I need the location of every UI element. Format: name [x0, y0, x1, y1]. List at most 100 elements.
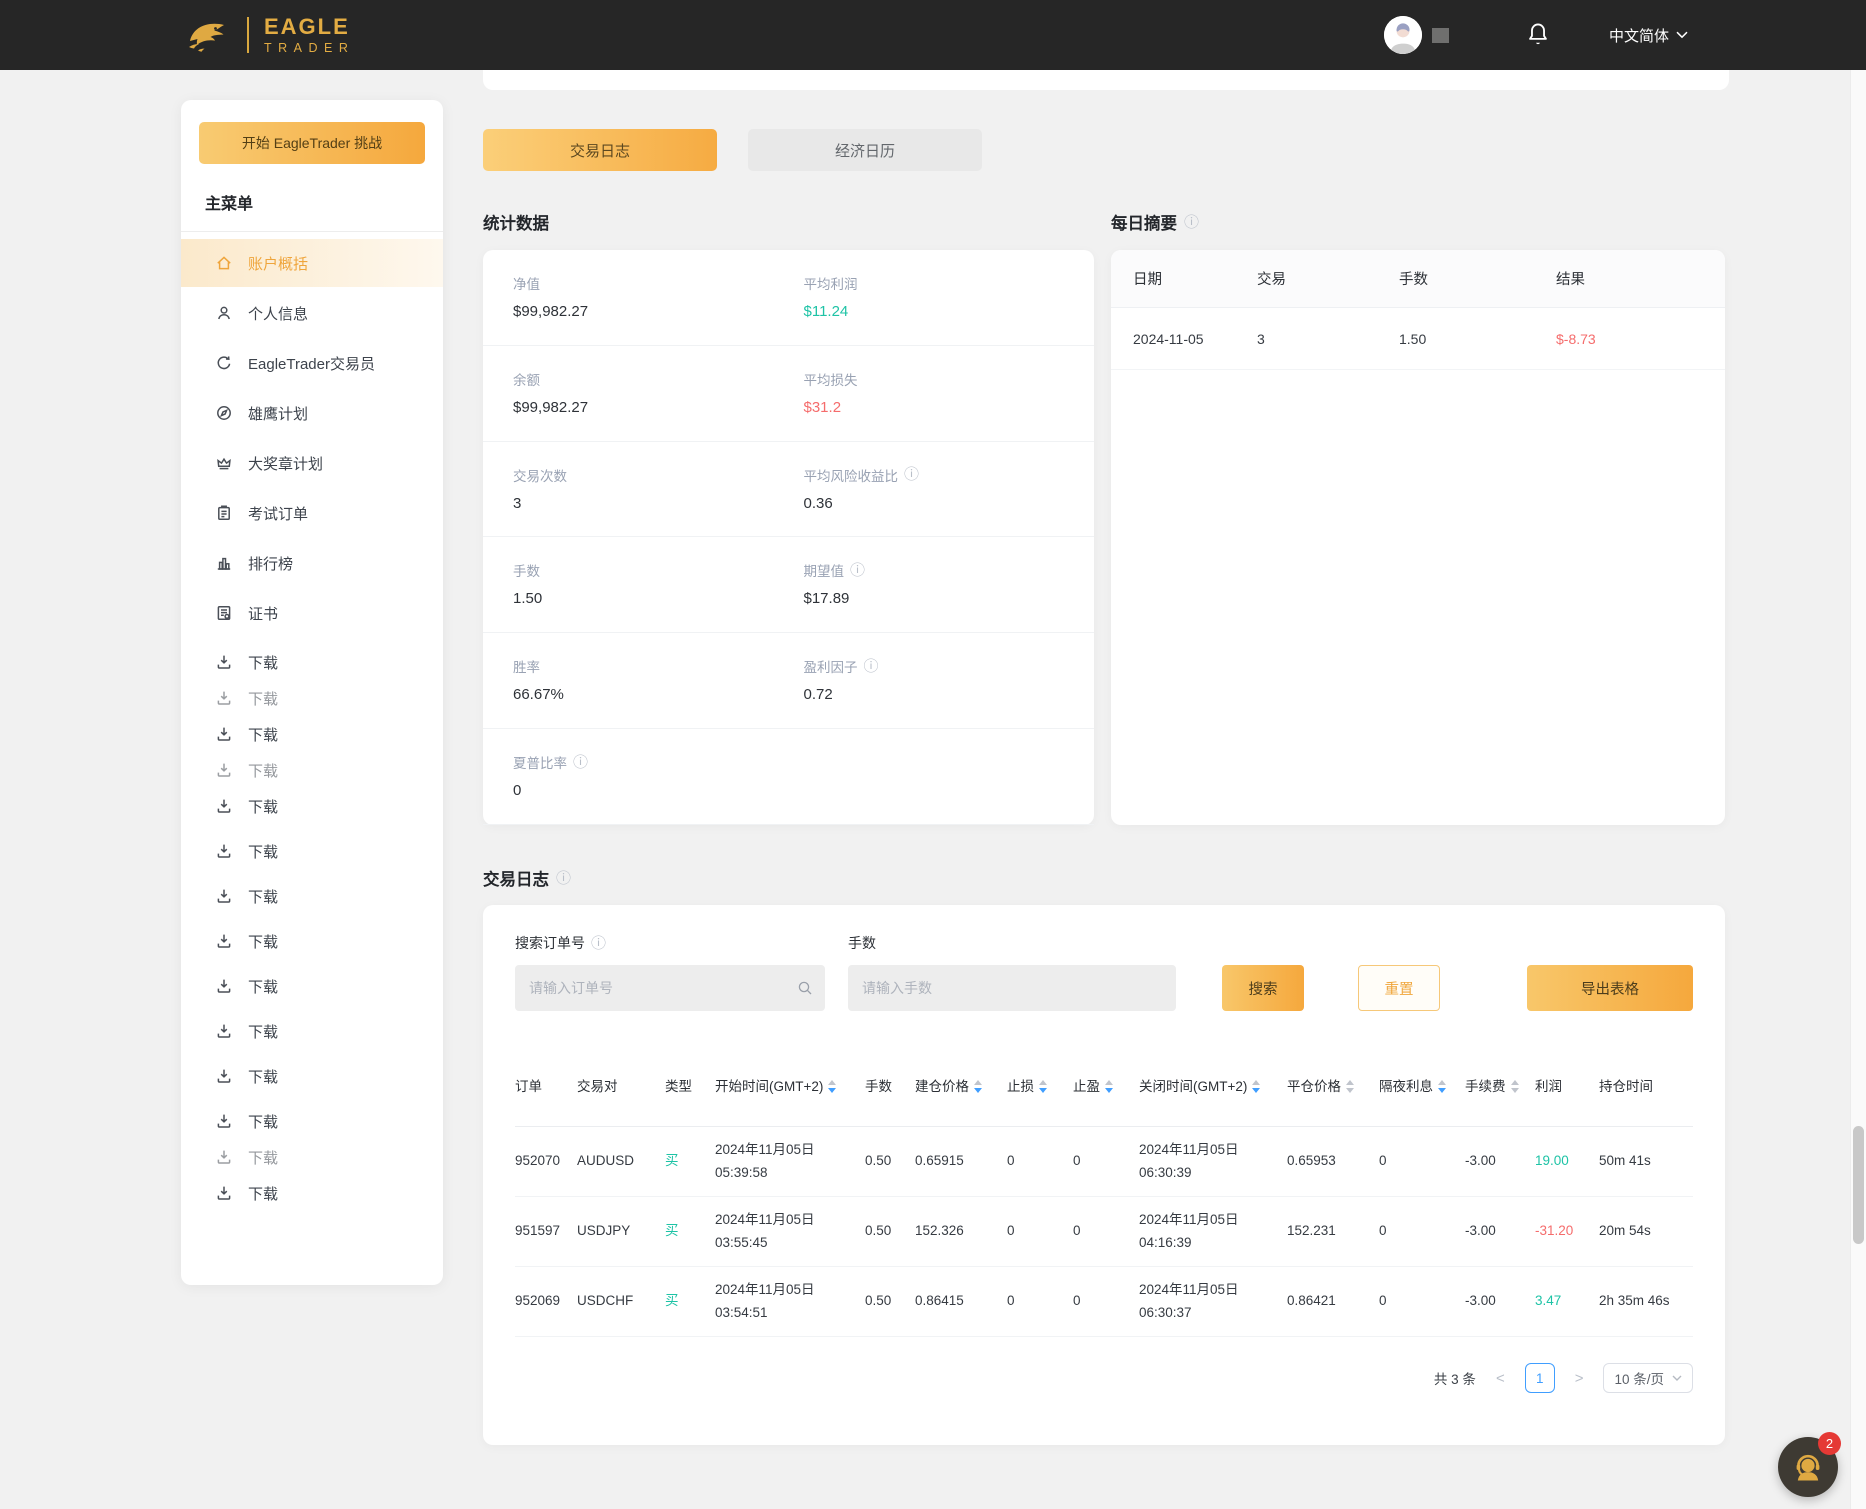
page-scrollbar-thumb[interactable]	[1853, 1126, 1864, 1244]
info-icon: ⓘ	[591, 934, 607, 952]
sort-icon[interactable]	[1105, 1080, 1113, 1093]
sidebar-item-download[interactable]: 下载	[181, 1146, 443, 1168]
clipboard-icon	[218, 505, 230, 520]
sidebar-item-download[interactable]: 下载	[181, 1173, 443, 1213]
sort-icon[interactable]	[1510, 1080, 1519, 1093]
trade-table-column-header[interactable]: 开始时间(GMT+2)	[715, 1077, 865, 1097]
stat-row: 手数 1.50 期望值 ⓘ $17.89	[483, 537, 1094, 634]
trade-table-column-header[interactable]: 利润	[1535, 1078, 1562, 1094]
trade-table-column-header[interactable]: 手续费	[1465, 1077, 1535, 1097]
stat-row: 净值 $99,982.27 平均利润 $11.24	[483, 250, 1094, 346]
download-icon	[217, 889, 231, 903]
cell-stop-loss: 0	[1007, 1293, 1015, 1309]
info-icon: ⓘ	[904, 466, 920, 484]
cell-take-profit: 0	[1073, 1293, 1081, 1309]
trade-table-column-header[interactable]: 订单	[515, 1078, 542, 1094]
cell-pair: AUDUSD	[577, 1153, 635, 1169]
trade-table-column-header[interactable]: 关闭时间(GMT+2)	[1139, 1077, 1287, 1097]
trade-table-column-header[interactable]: 持仓时间	[1599, 1078, 1653, 1094]
sidebar-item-exam-orders[interactable]: 考试订单	[181, 489, 443, 537]
cell-stop-loss: 0	[1007, 1223, 1015, 1239]
sort-icon[interactable]	[1252, 1080, 1261, 1093]
cell-take-profit: 0	[1073, 1223, 1081, 1239]
info-icon: ⓘ	[573, 753, 589, 771]
username-placeholder	[1431, 27, 1449, 43]
sidebar-item-download[interactable]: 下载	[181, 1056, 443, 1096]
sort-icon[interactable]	[1346, 1080, 1354, 1093]
sidebar-item-account-overview[interactable]: 账户概括	[181, 239, 443, 287]
sidebar-item-download[interactable]: 下载	[181, 642, 443, 682]
sidebar-menu: 账户概括 个人信息 EagleTrader交易员 雄鹰计划 大奖章计划 考试订单…	[181, 239, 443, 1213]
cell-commission: -3.00	[1465, 1223, 1496, 1239]
sidebar-item-download[interactable]: 下载	[181, 714, 443, 754]
cell-swap: 0	[1379, 1293, 1387, 1309]
stat-value: $31.2	[803, 398, 842, 416]
cell-open-price: 0.65915	[915, 1153, 964, 1169]
sidebar-item-download[interactable]: 下载	[181, 1101, 443, 1141]
lots-filter-input[interactable]	[848, 965, 1176, 1011]
export-table-button[interactable]: 导出表格	[1527, 965, 1693, 1011]
sidebar-item-download[interactable]: 下载	[181, 1011, 443, 1051]
chevron-down-icon	[1672, 1375, 1682, 1381]
sidebar-item-eagletrader-trader[interactable]: EagleTrader交易员	[181, 339, 443, 387]
next-page-button[interactable]: >	[1574, 1369, 1584, 1387]
sort-icon[interactable]	[1438, 1080, 1446, 1093]
download-icon	[217, 727, 231, 741]
support-chat-button[interactable]: 2	[1778, 1432, 1841, 1497]
eagle-logo-icon	[182, 14, 232, 56]
download-icon	[217, 691, 231, 705]
cell-lots: 0.50	[865, 1153, 892, 1169]
stat-value: $99,982.27	[513, 303, 589, 320]
start-challenge-button[interactable]: 开始 EagleTrader 挑战	[199, 122, 425, 164]
order-search-input[interactable]	[515, 965, 825, 1011]
trade-table-column-header[interactable]: 止盈	[1073, 1077, 1139, 1097]
sidebar-item-personal-info[interactable]: 个人信息	[181, 289, 443, 337]
page-size-selector[interactable]: 10 条/页	[1603, 1363, 1693, 1393]
cell-close-time: 2024年11月05日 06:30:39	[1139, 1142, 1239, 1180]
trade-table-column-header[interactable]: 平仓价格	[1287, 1077, 1379, 1097]
daily-summary-column-header: 结果	[1556, 272, 1585, 288]
page-scrollbar[interactable]	[1850, 70, 1866, 1509]
cell-close-price: 0.86421	[1287, 1293, 1336, 1309]
sort-icon[interactable]	[828, 1080, 837, 1093]
sidebar-item-eagle-plan[interactable]: 雄鹰计划	[181, 389, 443, 437]
tab-economic-calendar[interactable]: 经济日历	[748, 129, 982, 171]
cell-open-price: 152.326	[915, 1223, 964, 1239]
trade-table-column-header[interactable]: 建仓价格	[915, 1077, 1007, 1097]
reset-button[interactable]: 重置	[1358, 965, 1440, 1011]
cell-pair: USDJPY	[577, 1223, 631, 1239]
sidebar-item-download[interactable]: 下载	[181, 921, 443, 961]
sidebar-item-download[interactable]: 下载	[181, 876, 443, 916]
trade-table-column-header[interactable]: 手数	[865, 1078, 892, 1094]
stat-value: 0.72	[803, 686, 833, 704]
sidebar-item-download[interactable]: 下载	[181, 786, 443, 826]
trade-table-column-header[interactable]: 止损	[1007, 1077, 1073, 1097]
sidebar-item-download[interactable]: 下载	[181, 831, 443, 871]
sidebar-item-medal-plan[interactable]: 大奖章计划	[181, 439, 443, 487]
trade-table-column-header[interactable]: 类型	[665, 1078, 692, 1094]
sort-icon[interactable]	[974, 1080, 982, 1093]
sidebar-section-title: 主菜单	[205, 196, 254, 213]
sort-icon[interactable]	[1039, 1080, 1047, 1093]
trade-table-column-header[interactable]: 交易对	[577, 1078, 618, 1094]
language-selector[interactable]: 中文简体	[1609, 25, 1688, 46]
cell-type: 买	[665, 1223, 679, 1239]
trade-table-column-header[interactable]: 隔夜利息	[1379, 1077, 1465, 1097]
sidebar-item-download[interactable]: 下载	[181, 687, 443, 709]
stat-row: 余额 $99,982.27 平均损失 $31.2	[483, 346, 1094, 442]
sidebar-item-download[interactable]: 下载	[181, 759, 443, 781]
search-order-label: 搜索订单号 ⓘ	[515, 934, 607, 952]
sidebar-item-download[interactable]: 下载	[181, 966, 443, 1006]
search-button[interactable]: 搜索	[1222, 965, 1304, 1011]
notification-bell-icon[interactable]	[1525, 21, 1551, 49]
user-avatar[interactable]	[1383, 16, 1422, 54]
previous-page-button[interactable]: <	[1495, 1369, 1505, 1387]
cell-close-price: 152.231	[1287, 1223, 1336, 1239]
sidebar-item-leaderboard[interactable]: 排行榜	[181, 539, 443, 587]
tab-trade-log[interactable]: 交易日志	[483, 129, 717, 171]
download-icon	[217, 1150, 231, 1164]
stat-value: 66.67%	[513, 686, 564, 704]
download-icon	[217, 1069, 231, 1083]
current-page-button[interactable]: 1	[1524, 1363, 1555, 1393]
sidebar-item-certificate[interactable]: 证书	[181, 589, 443, 637]
